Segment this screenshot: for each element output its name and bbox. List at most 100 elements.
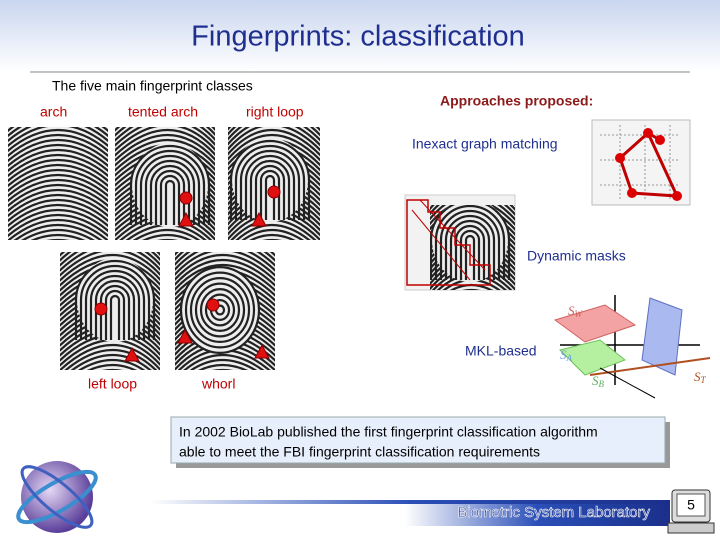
- ridge: [74, 259, 156, 340]
- ridge: [55, 435, 165, 465]
- ridge: [254, 164, 286, 220]
- ridge: [21, 228, 95, 240]
- ridge: [430, 205, 511, 280]
- ridge: [154, 169, 186, 225]
- ridge: [459, 229, 481, 280]
- callout-box: [170, 416, 666, 464]
- ridge: [55, 405, 165, 435]
- ridge: [164, 179, 176, 225]
- fingerprint: [228, 127, 320, 240]
- core: [74, 258, 156, 342]
- ridge: [55, 420, 165, 450]
- ridge: [425, 305, 520, 335]
- ridge: [425, 385, 520, 415]
- ridge: [249, 159, 291, 220]
- mkl-label: S: [592, 373, 599, 388]
- callout-line: In 2002 BioLab published the first finge…: [179, 424, 598, 440]
- ridge: [8, 213, 108, 238]
- ridge: [444, 214, 496, 280]
- ridge: [264, 174, 276, 220]
- ridge: [8, 203, 108, 228]
- ridge: [8, 133, 108, 158]
- ridge: [115, 129, 215, 157]
- mkl-label-sub: B: [599, 379, 605, 389]
- ridge: [234, 144, 306, 220]
- delta-marker: [124, 346, 140, 362]
- ridge: [462, 288, 481, 290]
- ridge: [13, 223, 103, 240]
- svg-text:SW: SW: [568, 303, 584, 319]
- ridge: [439, 209, 501, 280]
- mkl-label-sub: T: [701, 375, 707, 385]
- ridge: [99, 284, 131, 340]
- ridge: [70, 354, 152, 370]
- ridge: [60, 252, 160, 262]
- ridge: [115, 127, 215, 142]
- ridge: [175, 264, 275, 292]
- ridge: [425, 375, 520, 405]
- globe-logo: [16, 461, 98, 533]
- ridge: [425, 160, 520, 190]
- mkl-diagram: SW SA SB ST: [553, 295, 711, 399]
- mkl-label-sub: A: [566, 353, 573, 363]
- mkl-label: S: [568, 303, 575, 318]
- ridge: [134, 149, 206, 225]
- approaches-heading: Approaches proposed:: [440, 93, 593, 109]
- mkl-label: S: [560, 347, 567, 362]
- svg-text:SA: SA: [560, 347, 573, 363]
- ridge: [79, 264, 151, 340]
- graph-image: [591, 119, 691, 206]
- fingerprint: [55, 252, 165, 465]
- ridge: [229, 139, 311, 220]
- ridge: [175, 252, 275, 272]
- ridge: [8, 183, 108, 208]
- ridge: [228, 127, 320, 137]
- ridge: [189, 277, 251, 344]
- approach-item: MKL-based: [465, 343, 537, 359]
- ridge: [60, 252, 160, 272]
- ridge: [244, 154, 296, 220]
- ridge: [425, 310, 520, 340]
- ridge: [425, 365, 520, 395]
- ridge: [8, 178, 108, 203]
- ridge: [30, 233, 86, 240]
- ridge: [170, 390, 280, 420]
- ridge: [228, 128, 320, 157]
- ridge: [8, 138, 108, 163]
- ridge: [425, 155, 520, 185]
- ridge: [434, 205, 506, 280]
- ridge: [84, 269, 146, 340]
- ridge: [425, 105, 520, 135]
- page-number: 5: [687, 497, 695, 513]
- ridge: [241, 228, 304, 240]
- ridge: [8, 143, 108, 168]
- delta-marker: [177, 328, 193, 344]
- ridge: [170, 465, 280, 495]
- svg-text:ST: ST: [694, 369, 707, 385]
- ridge: [425, 355, 520, 385]
- ridge: [228, 127, 320, 147]
- core-bg: [182, 268, 258, 352]
- ridge: [425, 370, 520, 400]
- ridge: [175, 252, 275, 277]
- ridge: [199, 288, 241, 333]
- ridge: [204, 293, 236, 327]
- ridge: [259, 169, 281, 220]
- ridge: [425, 315, 520, 345]
- slide-title: Fingerprints: classification: [191, 21, 525, 53]
- ridge: [55, 430, 165, 460]
- ridge: [239, 149, 301, 220]
- ridge: [8, 198, 108, 223]
- footer-lab: Biometric System Laboratory: [457, 504, 650, 521]
- ridge: [425, 300, 520, 330]
- ridge: [228, 127, 320, 142]
- fingerprint: [170, 252, 280, 495]
- delta-marker: [251, 211, 267, 227]
- ridge: [115, 127, 215, 152]
- ridge: [8, 127, 108, 138]
- ridge: [60, 254, 160, 282]
- ridge: [430, 205, 515, 217]
- ridge: [55, 410, 165, 440]
